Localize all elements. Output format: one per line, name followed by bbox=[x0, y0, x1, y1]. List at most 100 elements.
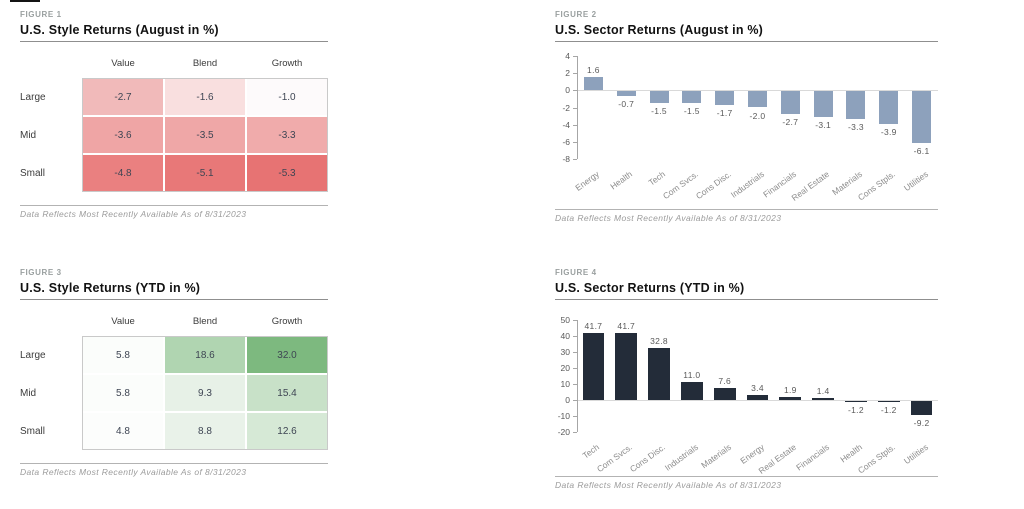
bar-value-label: -1.5 bbox=[683, 106, 700, 117]
y-tick-label: -8 bbox=[562, 154, 570, 164]
y-tick-label: -6 bbox=[562, 136, 570, 147]
y-tick-mark bbox=[573, 416, 577, 417]
bar-value-label: -1.2 bbox=[880, 404, 897, 415]
bar-cons-disc bbox=[648, 347, 670, 400]
zero-gridline bbox=[578, 90, 938, 92]
heatmap-cell: 8.8 bbox=[165, 413, 245, 449]
figure-title: U.S. Sector Returns (August in %) bbox=[555, 23, 938, 42]
bar-value-label: -9.2 bbox=[913, 417, 930, 428]
bar-industrials bbox=[681, 382, 703, 400]
row-label: Small bbox=[20, 425, 46, 437]
y-tick-label: -20 bbox=[557, 427, 570, 437]
bar-energy bbox=[583, 76, 603, 91]
y-tick-mark bbox=[573, 384, 577, 385]
heatmap-cell: -3.6 bbox=[83, 117, 163, 153]
bar-value-label: 1.4 bbox=[816, 385, 830, 396]
zero-gridline bbox=[578, 400, 938, 401]
heatmap-cell: 9.3 bbox=[165, 375, 245, 411]
row-label: Large bbox=[20, 91, 46, 103]
row-label: Mid bbox=[20, 129, 37, 141]
style-returns-ytd-table: Large Mid Small 5.8 18.6 32.0 5.8 9.3 15.4 4.8 8.8… bbox=[20, 336, 328, 450]
heatmap-cell: -5.3 bbox=[247, 155, 327, 191]
bar-value-label: -2.0 bbox=[749, 110, 766, 121]
style-column-headers: Value Blend Growth bbox=[82, 58, 328, 69]
bar-utilities bbox=[910, 401, 933, 415]
bar-cons-stpls bbox=[877, 401, 900, 402]
bar-cons-stpls bbox=[879, 91, 899, 124]
y-tick-mark bbox=[573, 400, 577, 401]
y-tick-mark bbox=[573, 320, 577, 321]
y-tick-mark bbox=[573, 73, 577, 75]
heatmap-grid: -2.7 -1.6 -1.0 -3.6 -3.5 -3.3 -4.8 -5.1 -5.3 bbox=[82, 78, 328, 192]
column-header-blend: Blend bbox=[192, 316, 218, 327]
y-tick-label: 50 bbox=[560, 315, 570, 325]
footnote: Data Reflects Most Recently Available As… bbox=[555, 476, 938, 490]
column-header-growth: Growth bbox=[271, 316, 303, 327]
style-column-headers: Value Blend Growth bbox=[82, 316, 328, 327]
bar-value-label: -1.7 bbox=[716, 107, 733, 118]
figure-title: U.S. Style Returns (YTD in %) bbox=[20, 281, 328, 300]
bar-value-label: 7.6 bbox=[718, 375, 732, 386]
y-tick-label: 10 bbox=[560, 379, 570, 389]
figure-title: U.S. Style Returns (August in %) bbox=[20, 23, 328, 42]
y-tick-label: -10 bbox=[557, 411, 570, 421]
bar-industrials bbox=[747, 91, 767, 108]
bar-real-estate bbox=[779, 396, 802, 400]
heatmap-cell: 18.6 bbox=[165, 337, 245, 373]
bar-value-label: 1.9 bbox=[783, 384, 797, 395]
figure-label: FIGURE 1 bbox=[20, 10, 62, 19]
figure1-style-returns-august: FIGURE 1 U.S. Style Returns (August in %… bbox=[20, 10, 328, 219]
bar-health bbox=[616, 91, 636, 97]
column-header-growth: Growth bbox=[271, 58, 303, 69]
heatmap-cell: 32.0 bbox=[247, 337, 327, 373]
bar-value-label: -3.3 bbox=[848, 121, 864, 132]
bar-value-label: 41.7 bbox=[584, 321, 603, 332]
bar-utilities bbox=[912, 91, 932, 143]
column-header-blend: Blend bbox=[192, 58, 218, 69]
row-labels: Large Mid Small bbox=[20, 78, 82, 192]
row-label: Small bbox=[20, 167, 46, 179]
figure-title: U.S. Sector Returns (YTD in %) bbox=[555, 281, 938, 300]
row-labels: Large Mid Small bbox=[20, 336, 82, 450]
bar-tech bbox=[582, 333, 605, 400]
heatmap-grid: 5.8 18.6 32.0 5.8 9.3 15.4 4.8 8.8 12.6 bbox=[82, 336, 328, 450]
bar-materials bbox=[846, 91, 866, 119]
row-label: Large bbox=[20, 349, 46, 361]
y-tick-label: 30 bbox=[560, 347, 570, 357]
bar-financials bbox=[780, 91, 800, 114]
style-returns-august-table: Large Mid Small -2.7 -1.6 -1.0 -3.6 -3.5 -3.3 -4.… bbox=[20, 78, 328, 192]
footnote: Data Reflects Most Recently Available As… bbox=[20, 205, 328, 219]
heatmap-cell: 5.8 bbox=[83, 337, 163, 373]
heatmap-cell: -1.6 bbox=[165, 79, 245, 115]
y-tick-mark bbox=[573, 141, 577, 143]
bar-value-label: -2.7 bbox=[782, 116, 799, 127]
y-tick-mark bbox=[573, 368, 577, 369]
footnote: Data Reflects Most Recently Available As… bbox=[20, 463, 328, 477]
bar-value-label: 32.8 bbox=[650, 335, 668, 346]
y-tick-mark bbox=[573, 432, 577, 433]
heatmap-cell: 15.4 bbox=[247, 375, 327, 411]
heatmap-cell: -5.1 bbox=[165, 155, 245, 191]
bar-value-label: -1.2 bbox=[848, 404, 864, 415]
y-tick-mark bbox=[573, 336, 577, 337]
bar-energy bbox=[746, 394, 769, 400]
heatmap-cell: -3.5 bbox=[165, 117, 245, 153]
bar-value-label: -3.1 bbox=[815, 119, 832, 130]
y-tick-mark bbox=[573, 90, 577, 92]
column-header-value: Value bbox=[111, 58, 135, 69]
y-tick-mark bbox=[573, 159, 577, 160]
y-tick-label: -2 bbox=[562, 102, 570, 113]
y-tick-label: 4 bbox=[565, 51, 570, 61]
y-tick-label: 0 bbox=[565, 85, 570, 96]
y-tick-mark bbox=[573, 124, 577, 126]
bar-value-label: 3.4 bbox=[751, 382, 764, 393]
bar-value-label: 41.7 bbox=[617, 321, 636, 332]
bar-value-label: -3.9 bbox=[880, 126, 897, 137]
y-tick-label: 2 bbox=[565, 68, 570, 79]
y-axis-line bbox=[577, 320, 578, 432]
heatmap-cell: -2.7 bbox=[83, 79, 163, 115]
figure-label: FIGURE 3 bbox=[20, 268, 62, 277]
y-tick-mark bbox=[573, 56, 577, 57]
row-label: Mid bbox=[20, 387, 37, 399]
